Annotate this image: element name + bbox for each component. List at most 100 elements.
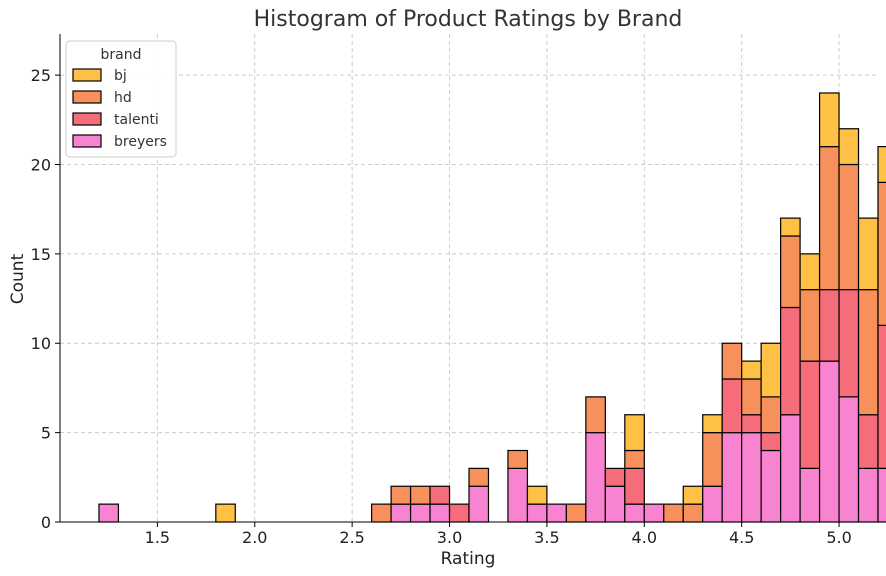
bar-talenti xyxy=(780,306,801,416)
legend-items: bj hd talenti breyers xyxy=(72,68,167,150)
bar-hd xyxy=(818,146,840,291)
y-tick-label: 15 xyxy=(31,245,51,264)
bar-hd xyxy=(780,235,801,309)
bar-breyers xyxy=(702,485,723,523)
y-tick-label: 20 xyxy=(31,155,51,174)
bar-breyers xyxy=(760,449,782,523)
bar-hd xyxy=(760,396,782,434)
legend-label-hd: hd xyxy=(114,90,132,106)
bar-breyers xyxy=(643,503,665,523)
legend-swatch-bj xyxy=(72,68,102,82)
bar-breyers xyxy=(585,432,606,523)
bar-hd xyxy=(741,378,762,416)
legend-swatch-breyers xyxy=(72,134,102,148)
bar-hd xyxy=(371,503,392,523)
bar-breyers xyxy=(429,503,451,523)
x-tick-label: 2.0 xyxy=(242,528,267,547)
bar-breyers xyxy=(409,503,431,523)
bar-hd xyxy=(565,503,587,523)
legend-label-breyers: breyers xyxy=(114,134,167,150)
legend-swatch-talenti xyxy=(72,112,102,126)
bar-talenti xyxy=(838,289,860,398)
bar-breyers xyxy=(390,503,412,523)
x-tick-label: 4.0 xyxy=(632,528,657,547)
bar-bj xyxy=(818,92,840,148)
bar-talenti xyxy=(624,467,645,505)
bar-breyers xyxy=(526,503,548,523)
bar-breyers xyxy=(838,396,860,523)
y-tick-label: 0 xyxy=(41,513,51,532)
bar-talenti xyxy=(818,289,840,362)
y-tick-label: 5 xyxy=(41,424,51,443)
bar-talenti xyxy=(721,378,743,434)
bar-talenti xyxy=(877,324,886,469)
y-axis-label: Count xyxy=(8,253,28,304)
bar-bj xyxy=(877,146,886,183)
y-tick-label: 25 xyxy=(31,66,51,85)
bar-hd xyxy=(468,467,490,487)
y-ticks: 0 5 10 15 20 25 xyxy=(31,66,60,532)
bar-hd xyxy=(799,289,821,362)
bar-talenti xyxy=(857,414,879,469)
bar-hd xyxy=(624,449,645,469)
bar-talenti xyxy=(741,414,762,434)
bar-hd xyxy=(877,181,886,326)
bar-bj xyxy=(215,503,236,523)
bar-breyers xyxy=(507,467,529,523)
x-tick-label: 1.5 xyxy=(145,528,170,547)
bar-talenti xyxy=(604,467,626,487)
legend-label-bj: bj xyxy=(114,68,127,84)
bar-hd xyxy=(585,396,606,434)
legend: brand bj hd talenti breyers xyxy=(65,40,177,158)
bar-breyers xyxy=(877,467,886,523)
x-tick-label: 3.0 xyxy=(437,528,462,547)
bar-hd xyxy=(390,485,412,505)
y-tick-label: 10 xyxy=(31,334,51,353)
bar-talenti xyxy=(799,360,821,469)
bar-bj xyxy=(780,217,801,237)
bar-breyers xyxy=(818,360,840,523)
bar-bj xyxy=(838,128,860,166)
legend-swatch-hd xyxy=(72,90,102,104)
bar-hd xyxy=(663,503,684,523)
bar-hd xyxy=(702,432,723,487)
bar-talenti xyxy=(429,485,451,505)
bar-bj xyxy=(624,414,645,452)
bar-talenti xyxy=(448,503,470,523)
bar-bj xyxy=(526,485,548,505)
bar-breyers xyxy=(799,467,821,523)
bars-layer xyxy=(98,92,886,523)
bar-bj xyxy=(857,217,879,291)
bar-breyers xyxy=(721,432,743,523)
legend-title: brand xyxy=(101,47,142,63)
bar-hd xyxy=(682,503,704,523)
bar-breyers xyxy=(857,467,879,523)
x-ticks: 1.5 2.0 2.5 3.0 3.5 4.0 4.5 5.0 xyxy=(145,522,852,547)
bar-breyers xyxy=(98,503,120,523)
bar-breyers xyxy=(546,503,567,523)
bar-breyers xyxy=(780,414,801,523)
legend-label-talenti: talenti xyxy=(114,112,159,128)
bar-bj xyxy=(702,414,723,434)
bar-bj xyxy=(799,253,821,291)
bar-breyers xyxy=(741,432,762,523)
bar-breyers xyxy=(468,485,490,523)
bar-bj xyxy=(682,485,704,505)
bar-hd xyxy=(409,485,431,505)
bar-hd xyxy=(857,289,879,416)
bar-bj xyxy=(760,342,782,398)
bar-hd xyxy=(721,342,743,380)
bar-hd xyxy=(507,449,529,469)
x-tick-label: 3.5 xyxy=(534,528,559,547)
bar-talenti xyxy=(760,432,782,452)
x-tick-label: 5.0 xyxy=(826,528,851,547)
chart-title: Histogram of Product Ratings by Brand xyxy=(254,7,683,32)
bar-hd xyxy=(838,163,860,291)
x-tick-label: 2.5 xyxy=(339,528,364,547)
x-axis-label: Rating xyxy=(441,549,496,569)
bar-bj xyxy=(741,360,762,380)
bar-breyers xyxy=(624,503,645,523)
x-tick-label: 4.5 xyxy=(729,528,754,547)
bar-breyers xyxy=(604,485,626,523)
